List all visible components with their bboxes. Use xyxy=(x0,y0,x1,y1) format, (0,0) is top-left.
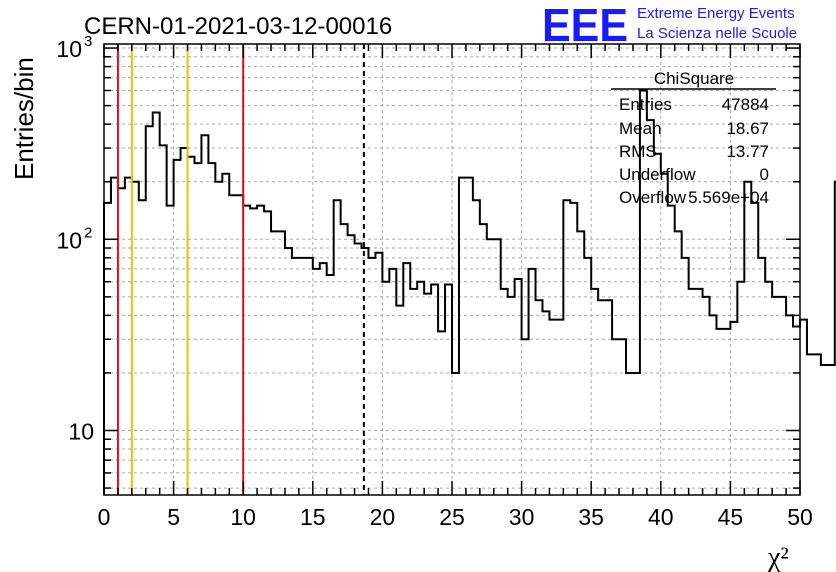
stats-value-underflow: 0 xyxy=(760,165,769,184)
y-tick-label-exponent: 2 xyxy=(84,224,92,241)
stats-value-mean: 18.67 xyxy=(726,119,769,138)
logo-line-1: Extreme Energy Events xyxy=(637,5,795,22)
stats-title: ChiSquare xyxy=(654,69,734,88)
x-tick-label: 50 xyxy=(787,504,813,530)
histogram-series xyxy=(103,89,836,495)
x-tick-label: 30 xyxy=(509,504,535,530)
logo-line-2: La Scienza nelle Scuole xyxy=(637,25,797,42)
x-tick-label: 45 xyxy=(718,504,744,530)
x-tick-label: 10 xyxy=(230,504,256,530)
eee-logo: EEE xyxy=(542,0,628,51)
histogram-line xyxy=(103,89,836,495)
stats-box: ChiSquare Entries 47884 Mean 18.67 RMS 1… xyxy=(611,69,781,207)
x-tick-label: 0 xyxy=(98,504,111,530)
stats-label-overflow: Overflow xyxy=(619,188,687,207)
x-tick-label: 5 xyxy=(167,504,180,530)
stats-label-entries: Entries xyxy=(619,95,672,114)
stats-value-rms: 13.77 xyxy=(726,142,769,161)
y-axis-title: Entries/bin xyxy=(9,57,39,180)
x-tick-label: 25 xyxy=(439,504,465,530)
x-tick-label: 20 xyxy=(370,504,396,530)
grid-lines xyxy=(104,44,800,495)
stats-label-rms: RMS xyxy=(619,142,657,161)
axis-ticks xyxy=(103,44,801,495)
reference-lines xyxy=(116,44,365,495)
stats-label-underflow: Underflow xyxy=(619,165,696,184)
stats-label-mean: Mean xyxy=(619,119,662,138)
stats-value-overflow: 5.569e+04 xyxy=(688,188,769,207)
y-tick-label: 10 xyxy=(56,227,82,253)
run-title: CERN-01-2021-03-12-00016 xyxy=(84,13,392,40)
y-tick-label-exponent: 3 xyxy=(84,33,92,50)
x-axis-title: χ² xyxy=(767,542,789,572)
x-tick-label: 35 xyxy=(578,504,604,530)
y-tick-label: 10 xyxy=(68,419,94,445)
stats-value-entries: 47884 xyxy=(722,95,769,114)
y-tick-label: 10 xyxy=(56,36,82,62)
x-tick-label: 15 xyxy=(300,504,326,530)
stats-box-background xyxy=(611,72,781,207)
x-tick-label: 40 xyxy=(648,504,674,530)
